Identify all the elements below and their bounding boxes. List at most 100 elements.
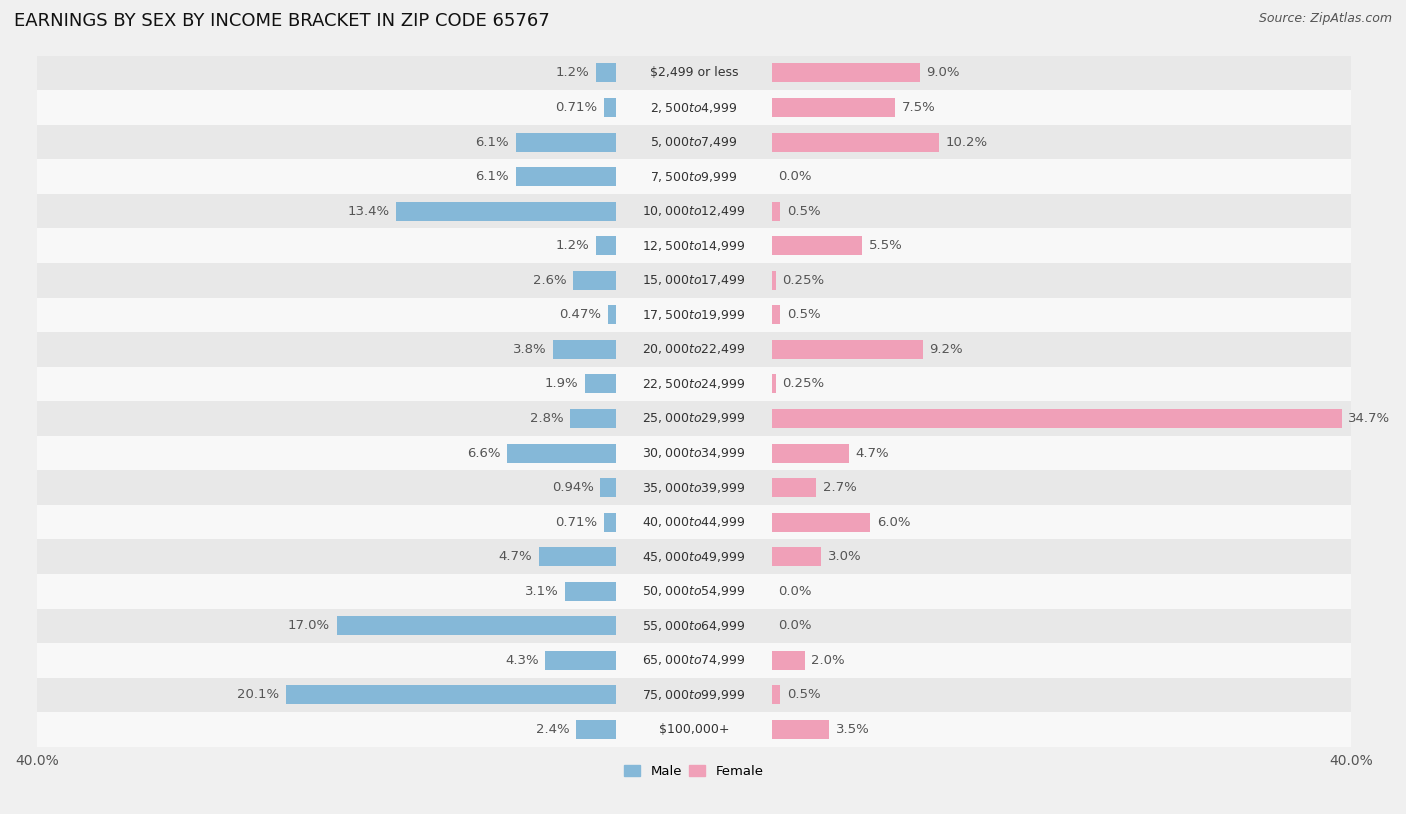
Text: 0.5%: 0.5%	[787, 309, 820, 322]
Text: $7,500 to $9,999: $7,500 to $9,999	[650, 169, 738, 184]
Text: 9.0%: 9.0%	[927, 67, 960, 80]
Bar	[565, 582, 616, 601]
Bar	[554, 340, 616, 359]
Text: 6.1%: 6.1%	[475, 170, 509, 183]
Text: EARNINGS BY SEX BY INCOME BRACKET IN ZIP CODE 65767: EARNINGS BY SEX BY INCOME BRACKET IN ZIP…	[14, 12, 550, 30]
Bar	[285, 685, 616, 704]
Bar	[772, 444, 849, 462]
Text: 2.6%: 2.6%	[533, 274, 567, 287]
Bar	[37, 574, 1351, 609]
Text: 34.7%: 34.7%	[1348, 412, 1391, 425]
Bar	[585, 374, 616, 393]
Bar	[37, 263, 1351, 298]
Text: 0.5%: 0.5%	[787, 204, 820, 217]
Text: 3.1%: 3.1%	[524, 584, 558, 597]
Bar	[37, 332, 1351, 366]
Bar	[516, 167, 616, 186]
Text: 2.4%: 2.4%	[536, 723, 569, 736]
Bar	[772, 720, 830, 739]
Text: 4.7%: 4.7%	[856, 447, 890, 460]
Bar	[37, 505, 1351, 540]
Legend: Male, Female: Male, Female	[624, 764, 763, 778]
Text: $40,000 to $44,999: $40,000 to $44,999	[643, 515, 745, 529]
Bar	[37, 229, 1351, 263]
Bar	[772, 651, 804, 670]
Bar	[772, 374, 776, 393]
Text: $30,000 to $34,999: $30,000 to $34,999	[643, 446, 745, 460]
Text: $2,500 to $4,999: $2,500 to $4,999	[650, 100, 738, 115]
Text: $100,000+: $100,000+	[658, 723, 730, 736]
Bar	[546, 651, 616, 670]
Bar	[37, 160, 1351, 194]
Text: $45,000 to $49,999: $45,000 to $49,999	[643, 549, 745, 563]
Text: 6.0%: 6.0%	[877, 515, 911, 528]
Text: 1.2%: 1.2%	[555, 67, 589, 80]
Text: 13.4%: 13.4%	[347, 204, 389, 217]
Text: 2.7%: 2.7%	[823, 481, 856, 494]
Text: 0.0%: 0.0%	[779, 170, 813, 183]
Bar	[772, 478, 817, 497]
Text: 6.6%: 6.6%	[467, 447, 501, 460]
Bar	[605, 513, 616, 532]
Bar	[37, 125, 1351, 160]
Bar	[772, 98, 896, 117]
Text: 2.0%: 2.0%	[811, 654, 845, 667]
Text: $55,000 to $64,999: $55,000 to $64,999	[643, 619, 745, 632]
Text: 0.94%: 0.94%	[553, 481, 593, 494]
Text: $17,500 to $19,999: $17,500 to $19,999	[643, 308, 745, 322]
Bar	[772, 133, 939, 151]
Bar	[772, 409, 1341, 428]
Bar	[574, 271, 616, 290]
Text: $25,000 to $29,999: $25,000 to $29,999	[643, 412, 745, 426]
Text: 9.2%: 9.2%	[929, 343, 963, 356]
Bar	[37, 677, 1351, 712]
Bar	[37, 470, 1351, 505]
Text: $10,000 to $12,499: $10,000 to $12,499	[643, 204, 745, 218]
Bar	[37, 194, 1351, 229]
Text: 4.7%: 4.7%	[499, 550, 531, 563]
Text: 5.5%: 5.5%	[869, 239, 903, 252]
Bar	[609, 305, 616, 324]
Text: 0.0%: 0.0%	[779, 584, 813, 597]
Bar	[538, 547, 616, 567]
Bar	[37, 540, 1351, 574]
Bar	[37, 712, 1351, 746]
Bar	[516, 133, 616, 151]
Text: 3.5%: 3.5%	[837, 723, 870, 736]
Bar	[605, 98, 616, 117]
Text: $5,000 to $7,499: $5,000 to $7,499	[650, 135, 738, 149]
Bar	[772, 340, 922, 359]
Bar	[37, 435, 1351, 470]
Bar	[395, 202, 616, 221]
Bar	[772, 236, 862, 256]
Bar	[508, 444, 616, 462]
Text: $2,499 or less: $2,499 or less	[650, 67, 738, 80]
Bar	[772, 271, 776, 290]
Text: 0.71%: 0.71%	[555, 101, 598, 114]
Bar	[37, 643, 1351, 677]
Text: 20.1%: 20.1%	[238, 689, 280, 702]
Bar	[336, 616, 616, 635]
Bar	[772, 305, 780, 324]
Text: 0.47%: 0.47%	[560, 309, 602, 322]
Text: 1.2%: 1.2%	[555, 239, 589, 252]
Text: $15,000 to $17,499: $15,000 to $17,499	[643, 274, 745, 287]
Text: 0.25%: 0.25%	[783, 274, 825, 287]
Text: 0.71%: 0.71%	[555, 515, 598, 528]
Text: $12,500 to $14,999: $12,500 to $14,999	[643, 239, 745, 252]
Bar	[596, 63, 616, 82]
Bar	[37, 298, 1351, 332]
Text: 10.2%: 10.2%	[946, 136, 988, 149]
Text: $35,000 to $39,999: $35,000 to $39,999	[643, 480, 745, 495]
Text: 7.5%: 7.5%	[901, 101, 935, 114]
Text: 17.0%: 17.0%	[288, 619, 330, 632]
Bar	[772, 63, 920, 82]
Text: 3.0%: 3.0%	[828, 550, 862, 563]
Bar	[772, 202, 780, 221]
Text: 2.8%: 2.8%	[530, 412, 564, 425]
Bar	[37, 366, 1351, 401]
Text: $50,000 to $54,999: $50,000 to $54,999	[643, 584, 745, 598]
Bar	[37, 55, 1351, 90]
Bar	[37, 609, 1351, 643]
Text: 0.5%: 0.5%	[787, 689, 820, 702]
